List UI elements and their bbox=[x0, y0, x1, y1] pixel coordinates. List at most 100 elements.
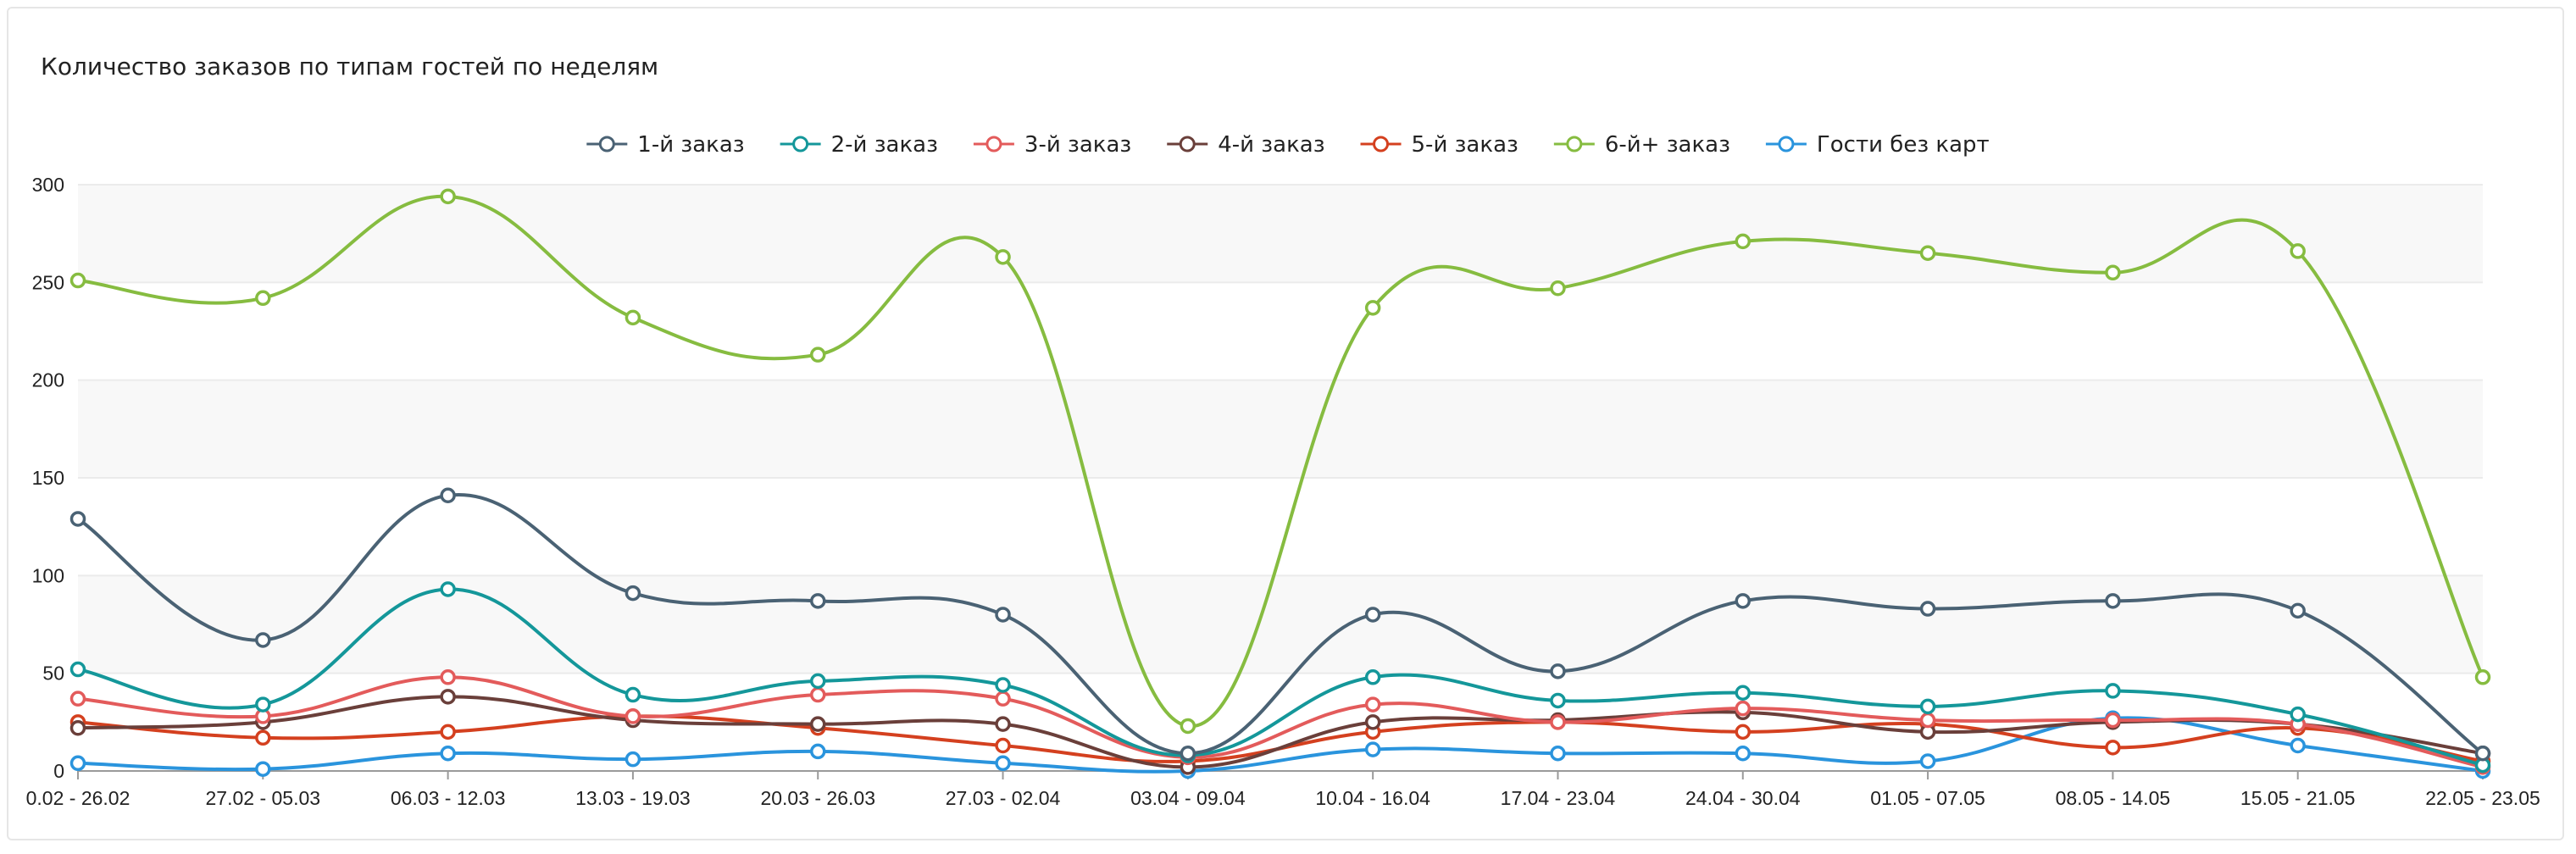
chart-title: Количество заказов по типам гостей по не… bbox=[41, 53, 659, 80]
data-point[interactable] bbox=[809, 743, 826, 760]
data-point[interactable] bbox=[625, 751, 641, 768]
data-point[interactable] bbox=[995, 677, 1011, 693]
x-tick-label: 08.05 - 14.05 bbox=[2056, 787, 2171, 809]
data-point[interactable] bbox=[809, 716, 826, 732]
x-tick-label: 22.05 - 23.05 bbox=[2425, 787, 2540, 809]
data-point[interactable] bbox=[809, 673, 826, 690]
data-point[interactable] bbox=[1364, 741, 1381, 757]
data-point[interactable] bbox=[995, 737, 1011, 754]
data-point[interactable] bbox=[440, 689, 456, 705]
data-point[interactable] bbox=[809, 686, 826, 703]
data-point[interactable] bbox=[1735, 745, 1752, 762]
legend-item[interactable]: 3-й заказ bbox=[973, 132, 1131, 158]
data-point[interactable] bbox=[255, 761, 271, 777]
legend-label: 6-й+ заказ bbox=[1605, 132, 1730, 158]
data-point[interactable] bbox=[1735, 700, 1752, 717]
legend-item[interactable]: Гости без карт bbox=[1765, 132, 1990, 158]
legend: 1-й заказ 2-й заказ 3-й заказ 4-й заказ 5-й … bbox=[586, 132, 1990, 158]
data-point[interactable] bbox=[1550, 280, 1566, 297]
data-point[interactable] bbox=[440, 188, 456, 205]
data-point[interactable] bbox=[2290, 706, 2306, 723]
data-point[interactable] bbox=[1735, 685, 1752, 701]
data-point[interactable] bbox=[255, 696, 271, 713]
legend-marker bbox=[598, 136, 615, 152]
x-tick-label: 13.03 - 19.03 bbox=[575, 787, 691, 809]
data-point[interactable] bbox=[2105, 740, 2121, 756]
data-point[interactable] bbox=[2474, 669, 2491, 685]
data-point[interactable] bbox=[69, 755, 86, 772]
data-point[interactable] bbox=[69, 690, 86, 707]
y-tick-label: 200 bbox=[32, 369, 64, 391]
data-point[interactable] bbox=[1364, 607, 1381, 623]
x-tick-label: 17.04 - 23.04 bbox=[1501, 787, 1616, 809]
data-point[interactable] bbox=[255, 632, 271, 648]
data-point[interactable] bbox=[809, 593, 826, 609]
data-point[interactable] bbox=[1364, 714, 1381, 730]
data-point[interactable] bbox=[2290, 243, 2306, 259]
legend-item[interactable]: 1-й заказ bbox=[586, 132, 745, 158]
legend-marker bbox=[985, 136, 1002, 152]
data-point[interactable] bbox=[1919, 245, 1936, 261]
data-point[interactable] bbox=[1364, 300, 1381, 316]
data-point[interactable] bbox=[995, 249, 1011, 265]
data-point[interactable] bbox=[1919, 753, 1936, 769]
data-point[interactable] bbox=[1919, 698, 1936, 715]
data-point[interactable] bbox=[995, 690, 1011, 707]
data-point[interactable] bbox=[1180, 718, 1196, 735]
data-point[interactable] bbox=[1550, 745, 1566, 762]
data-point[interactable] bbox=[995, 716, 1011, 732]
data-point[interactable] bbox=[2290, 602, 2306, 619]
data-point[interactable] bbox=[69, 272, 86, 289]
legend-item[interactable]: 6-й+ заказ bbox=[1553, 132, 1730, 158]
legend-label: 3-й заказ bbox=[1024, 132, 1131, 158]
y-tick-label: 100 bbox=[32, 564, 64, 586]
legend-item[interactable]: 2-й заказ bbox=[780, 132, 938, 158]
data-point[interactable] bbox=[1364, 696, 1381, 713]
legend-item[interactable]: 4-й заказ bbox=[1167, 132, 1325, 158]
data-point[interactable] bbox=[440, 581, 456, 597]
data-point[interactable] bbox=[1735, 233, 1752, 250]
legend-marker bbox=[1373, 136, 1390, 152]
data-point[interactable] bbox=[69, 661, 86, 678]
data-point[interactable] bbox=[1180, 745, 1196, 762]
data-point[interactable] bbox=[1550, 663, 1566, 679]
data-point[interactable] bbox=[440, 745, 456, 762]
series-line bbox=[77, 675, 2484, 769]
data-point[interactable] bbox=[625, 708, 641, 724]
legend-item[interactable]: 5-й заказ bbox=[1360, 132, 1518, 158]
data-point[interactable] bbox=[255, 729, 271, 746]
data-point[interactable] bbox=[1735, 724, 1752, 740]
data-point[interactable] bbox=[1919, 712, 1936, 729]
grid-lines bbox=[78, 184, 2483, 674]
data-point[interactable] bbox=[2290, 737, 2306, 754]
data-point[interactable] bbox=[440, 724, 456, 740]
data-point[interactable] bbox=[1364, 669, 1381, 685]
data-point[interactable] bbox=[809, 347, 826, 363]
data-point[interactable] bbox=[995, 607, 1011, 623]
data-point[interactable] bbox=[1735, 593, 1752, 609]
data-point[interactable] bbox=[2105, 712, 2121, 729]
data-point[interactable] bbox=[625, 686, 641, 703]
x-tick-label: 06.03 - 12.03 bbox=[391, 787, 506, 809]
data-point[interactable] bbox=[69, 511, 86, 527]
x-tick-label: 27.02 - 05.03 bbox=[206, 787, 321, 809]
data-point[interactable] bbox=[625, 309, 641, 326]
data-point[interactable] bbox=[2105, 593, 2121, 609]
data-point[interactable] bbox=[69, 720, 86, 736]
data-point[interactable] bbox=[625, 585, 641, 602]
legend-marker bbox=[792, 136, 809, 152]
series-1 bbox=[69, 487, 2491, 762]
data-point[interactable] bbox=[255, 290, 271, 307]
data-point[interactable] bbox=[2474, 745, 2491, 762]
data-point[interactable] bbox=[2105, 683, 2121, 699]
background-band bbox=[78, 185, 2483, 283]
data-point[interactable] bbox=[440, 487, 456, 504]
data-point[interactable] bbox=[2105, 264, 2121, 281]
data-point[interactable] bbox=[440, 669, 456, 685]
data-point[interactable] bbox=[1550, 692, 1566, 709]
data-point[interactable] bbox=[995, 755, 1011, 772]
data-point[interactable] bbox=[1550, 714, 1566, 730]
y-tick-label: 300 bbox=[32, 174, 64, 196]
data-point[interactable] bbox=[1919, 601, 1936, 617]
